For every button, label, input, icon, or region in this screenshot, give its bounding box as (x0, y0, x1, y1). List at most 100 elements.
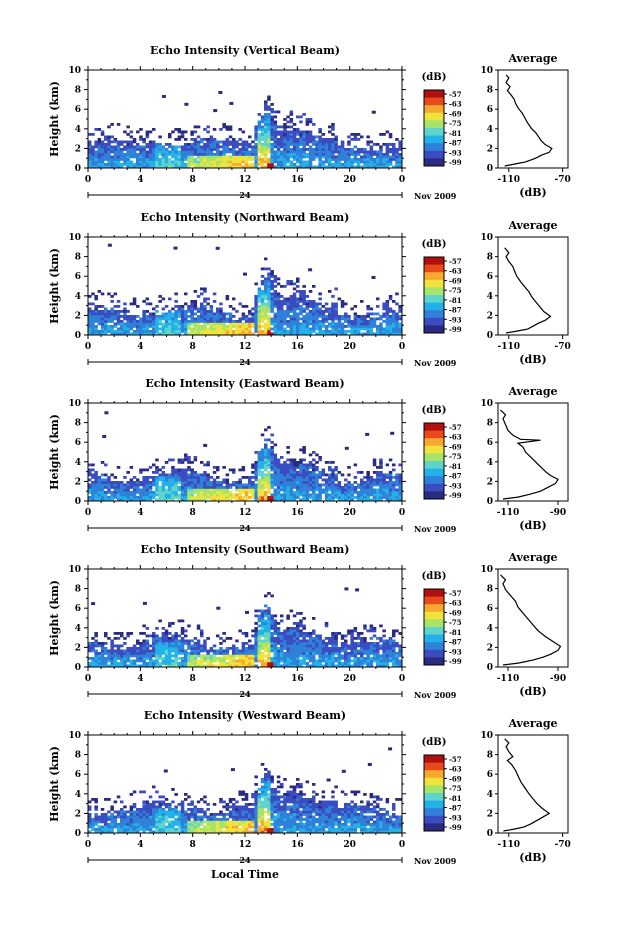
echo-cell (254, 488, 258, 492)
echo-cell (328, 466, 332, 469)
echo-cell (120, 143, 124, 146)
echo-cell (91, 320, 95, 323)
echo-cell (283, 123, 287, 126)
echo-cell (308, 486, 313, 489)
echo-cell (286, 307, 290, 311)
echo-cell (94, 128, 98, 131)
echo-cell (180, 317, 185, 321)
echo-cell (142, 315, 146, 318)
echo-cell (116, 644, 121, 648)
echo-cell (321, 488, 326, 492)
echo-cell (222, 657, 226, 660)
echo-cell (152, 476, 156, 479)
y-tick-label: 4 (75, 292, 81, 302)
echo-cell (388, 498, 393, 502)
echo-cell (276, 150, 281, 154)
echo-cell (267, 297, 271, 301)
echo-cell (116, 155, 121, 159)
echo-cell (340, 165, 345, 169)
echo-cell (318, 493, 322, 497)
echo-cell (177, 312, 182, 316)
echo-cell (113, 163, 118, 166)
echo-cell (395, 150, 399, 154)
echo-cell (257, 123, 262, 126)
echo-cell (296, 493, 300, 497)
echo-cell (94, 476, 98, 479)
echo-cell (187, 498, 191, 502)
echo-cell (392, 481, 396, 484)
echo-cell (395, 488, 399, 492)
echo-cell (168, 325, 172, 328)
echo-cell (225, 491, 230, 494)
echo-cell (286, 300, 290, 303)
echo-cell (267, 607, 271, 610)
echo-cell (152, 155, 156, 159)
echo-cell (296, 659, 300, 663)
echo-cell (353, 486, 358, 489)
echo-cell (88, 302, 92, 306)
echo-cell (328, 478, 332, 482)
echo-cell (142, 652, 146, 655)
echo-cell (260, 310, 265, 313)
echo-cell (276, 277, 281, 281)
echo-cell (164, 160, 169, 164)
echo-cell (289, 483, 294, 487)
echo-cell (193, 300, 198, 303)
echo-cell (318, 330, 322, 333)
echo-cell (248, 644, 252, 648)
echo-cell (366, 165, 370, 169)
echo-cell (376, 297, 380, 301)
echo-cell (340, 327, 345, 331)
colorbar-swatch (424, 317, 444, 326)
echo-cell (267, 478, 271, 482)
echo-cell (340, 163, 345, 166)
echo-cell (136, 325, 140, 328)
echo-cell (312, 327, 316, 331)
echo-cell (379, 148, 383, 151)
echo-cell (126, 634, 130, 638)
echo-cell (248, 150, 252, 154)
echo-cell (260, 652, 265, 655)
echo-cell (315, 453, 319, 457)
echo-cell (206, 476, 210, 479)
echo-cell (376, 493, 380, 497)
echo-cell (302, 446, 306, 449)
echo-cell (241, 140, 246, 144)
echo-cell (331, 158, 335, 161)
echo-cell (97, 659, 102, 663)
echo-cell (123, 498, 127, 502)
echo-cell (222, 332, 226, 336)
echo-cell (225, 662, 230, 665)
echo-cell (347, 483, 351, 487)
echo-cell (216, 158, 220, 161)
echo-cell (184, 629, 188, 633)
echo-cell (248, 325, 252, 328)
echo-cell (164, 642, 169, 645)
echo-cell (312, 155, 316, 159)
echo-cell (200, 165, 204, 169)
echo-cell (193, 145, 198, 149)
echo-cell (222, 155, 226, 159)
echo-cell (228, 322, 233, 326)
echo-cell (113, 305, 118, 308)
y-tick-label: 2 (75, 144, 81, 154)
colorbar-tick-label: -69 (449, 442, 462, 451)
echo-cell (299, 133, 303, 136)
echo-cell (321, 647, 326, 650)
echo-cell (296, 150, 300, 154)
echo-cell (225, 481, 230, 484)
echo-cell (206, 481, 210, 484)
echo-cell (267, 451, 271, 454)
echo-cell (123, 488, 127, 492)
echo-cell (379, 145, 383, 149)
echo-cell (110, 325, 114, 328)
echo-cell (142, 138, 146, 141)
echo-cell (334, 158, 338, 161)
echo-cell (257, 292, 262, 296)
echo-cell (398, 143, 402, 146)
echo-cell (244, 332, 249, 336)
echo-cell (142, 654, 146, 658)
echo-cell (398, 148, 402, 151)
echo-cell (363, 647, 367, 650)
echo-cell (276, 478, 281, 482)
